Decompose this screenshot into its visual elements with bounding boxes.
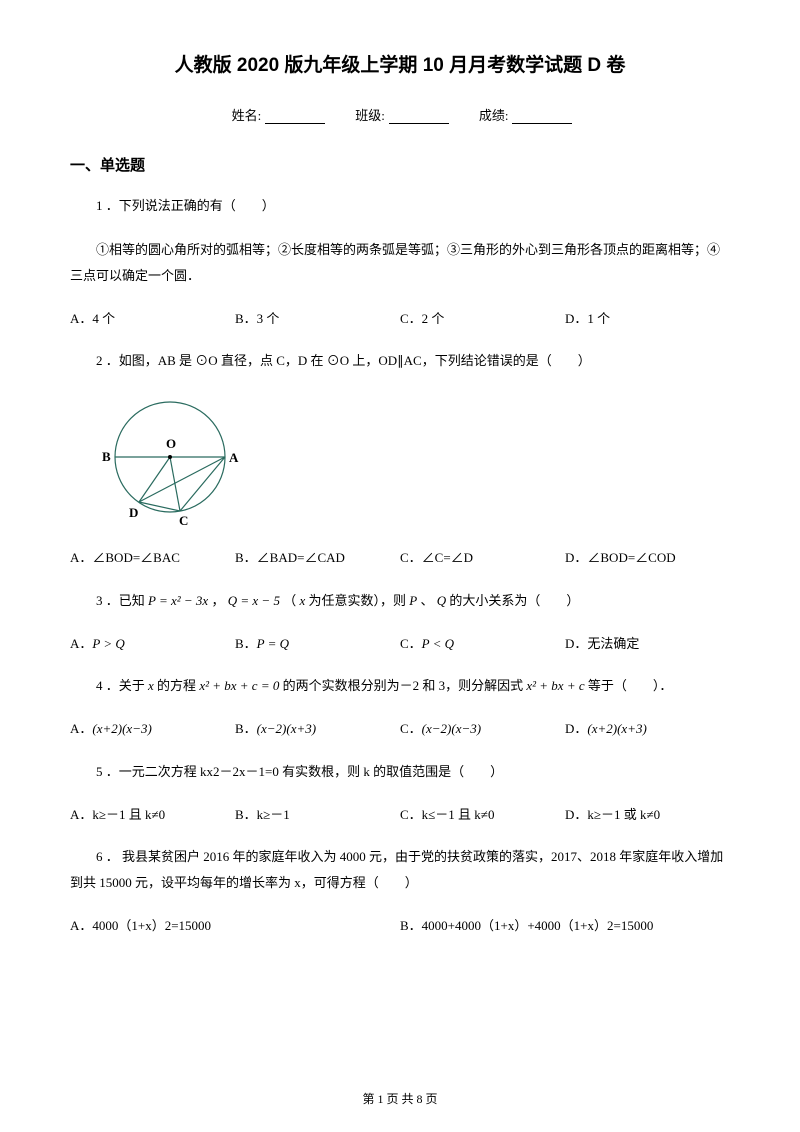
q4-a-math: (x+2)(x−3) <box>92 721 151 736</box>
q5-stem: 5 ．一元二次方程 kx2－2x－1=0 有实数根，则 k 的取值范围是（ ） <box>70 759 730 785</box>
label-d: D <box>129 505 138 520</box>
q3-p: P <box>409 593 417 608</box>
q2-opt-b[interactable]: B．∠BAD=∠CAD <box>235 546 400 569</box>
q5-opt-c[interactable]: C．k≤－1 且 k≠0 <box>400 803 565 826</box>
name-blank[interactable] <box>265 110 325 124</box>
section-1-header: 一、单选题 <box>70 154 730 175</box>
q5-options: A．k≥－1 且 k≠0 B．k≥－1 C．k≤－1 且 k≠0 D．k≥－1 … <box>70 803 730 826</box>
q3-stem: 3 ．已知 P = x² − 3x ， Q = x − 5 （ x 为任意实数）… <box>70 588 730 614</box>
q4-eq1: x² + bx + c = 0 <box>199 678 279 693</box>
q4-options: A．(x+2)(x−3) B．(x−2)(x+3) C．(x−2)(x−3) D… <box>70 717 730 740</box>
q4-d-label: D． <box>565 721 587 736</box>
q3-c-label: C． <box>400 636 422 651</box>
label-b: B <box>102 449 111 464</box>
page-footer: 第 1 页 共 8 页 <box>0 1090 800 1107</box>
q4-opt-d[interactable]: D．(x+2)(x+3) <box>565 717 730 740</box>
q3-options: A．P > Q B．P = Q C．P < Q D．无法确定 <box>70 632 730 655</box>
q2-options: A．∠BOD=∠BAC B．∠BAD=∠CAD C．∠C=∠D D．∠BOD=∠… <box>70 546 730 569</box>
q3-x: x <box>299 593 305 608</box>
q3-b-label: B． <box>235 636 257 651</box>
q2-opt-d[interactable]: D．∠BOD=∠COD <box>565 546 730 569</box>
q4-opt-b[interactable]: B．(x−2)(x+3) <box>235 717 400 740</box>
q4-opt-a[interactable]: A．(x+2)(x−3) <box>70 717 235 740</box>
q3-t4: 为任意实数），则 <box>308 593 406 608</box>
q4-t1: 4 ．关于 <box>96 678 145 693</box>
q4-t3: 的两个实数根分别为－2 和 3，则分解因式 <box>283 678 524 693</box>
q6-opt-a[interactable]: A．4000（1+x）2=15000 <box>70 914 400 937</box>
q4-b-label: B． <box>235 721 257 736</box>
label-c: C <box>179 513 188 527</box>
q3-t3: （ <box>283 593 296 608</box>
q5-opt-d[interactable]: D．k≥－1 或 k≠0 <box>565 803 730 826</box>
label-a: A <box>229 450 239 465</box>
q4-eq2: x² + bx + c <box>526 678 584 693</box>
q2-opt-a[interactable]: A．∠BOD=∠BAC <box>70 546 235 569</box>
q3-b-math: P = Q <box>257 636 289 651</box>
q3-t1: 3 ．已知 <box>96 593 145 608</box>
q4-b-math: (x−2)(x+3) <box>257 721 316 736</box>
q2-diagram: O B A D C <box>95 392 730 531</box>
q3-t2: ， <box>211 593 224 608</box>
q2-stem: 2 ．如图，AB 是 ⊙O 直径，点 C，D 在 ⊙O 上，OD∥AC，下列结论… <box>70 348 730 374</box>
q3-a-label: A． <box>70 636 92 651</box>
q3-t5: 、 <box>420 593 433 608</box>
label-o: O <box>166 436 176 451</box>
q2-opt-c[interactable]: C．∠C=∠D <box>400 546 565 569</box>
q1-stem: 1 ．下列说法正确的有（ ） <box>70 193 730 219</box>
info-line: 姓名: 班级: 成绩: <box>70 105 730 124</box>
q6-stem: 6 ． 我县某贫困户 2016 年的家庭年收入为 4000 元，由于党的扶贫政策… <box>70 844 730 896</box>
q4-a-label: A． <box>70 721 92 736</box>
q3-opt-b[interactable]: B．P = Q <box>235 632 400 655</box>
class-blank[interactable] <box>389 110 449 124</box>
score-blank[interactable] <box>512 110 572 124</box>
q4-t2: 的方程 <box>157 678 196 693</box>
q3-q: Q <box>437 593 446 608</box>
q4-t4: 等于（ ）． <box>588 678 673 693</box>
q3-qeq: Q = x − 5 <box>228 593 280 608</box>
q5-opt-b[interactable]: B．k≥－1 <box>235 803 400 826</box>
name-label: 姓名: <box>232 108 262 123</box>
q4-c-label: C． <box>400 721 422 736</box>
q1-opt-c[interactable]: C．2 个 <box>400 307 565 330</box>
q6-opt-b[interactable]: B．4000+4000（1+x）+4000（1+x）2=15000 <box>400 914 730 937</box>
q3-c-math: P < Q <box>422 636 454 651</box>
q4-c-math: (x−2)(x−3) <box>422 721 481 736</box>
q3-opt-a[interactable]: A．P > Q <box>70 632 235 655</box>
q3-a-math: P > Q <box>92 636 124 651</box>
q3-opt-d[interactable]: D．无法确定 <box>565 632 730 655</box>
q3-peq: P = x² − 3x <box>148 593 208 608</box>
score-label: 成绩: <box>479 108 509 123</box>
q6-options: A．4000（1+x）2=15000 B．4000+4000（1+x）+4000… <box>70 914 730 937</box>
q1-opt-b[interactable]: B．3 个 <box>235 307 400 330</box>
q4-stem: 4 ．关于 x 的方程 x² + bx + c = 0 的两个实数根分别为－2 … <box>70 673 730 699</box>
q1-opt-d[interactable]: D．1 个 <box>565 307 730 330</box>
q4-opt-c[interactable]: C．(x−2)(x−3) <box>400 717 565 740</box>
circle-diagram: O B A D C <box>95 392 255 527</box>
q1-options: A．4 个 B．3 个 C．2 个 D．1 个 <box>70 307 730 330</box>
q4-x: x <box>148 678 154 693</box>
q1-opt-a[interactable]: A．4 个 <box>70 307 235 330</box>
q3-opt-c[interactable]: C．P < Q <box>400 632 565 655</box>
class-label: 班级: <box>355 108 385 123</box>
q4-d-math: (x+2)(x+3) <box>587 721 646 736</box>
q3-t6: 的大小关系为（ ） <box>449 593 579 608</box>
exam-title: 人教版 2020 版九年级上学期 10 月月考数学试题 D 卷 <box>70 50 730 77</box>
q1-body: ①相等的圆心角所对的弧相等；②长度相等的两条弧是等弧；③三角形的外心到三角形各顶… <box>70 237 730 289</box>
q5-opt-a[interactable]: A．k≥－1 且 k≠0 <box>70 803 235 826</box>
